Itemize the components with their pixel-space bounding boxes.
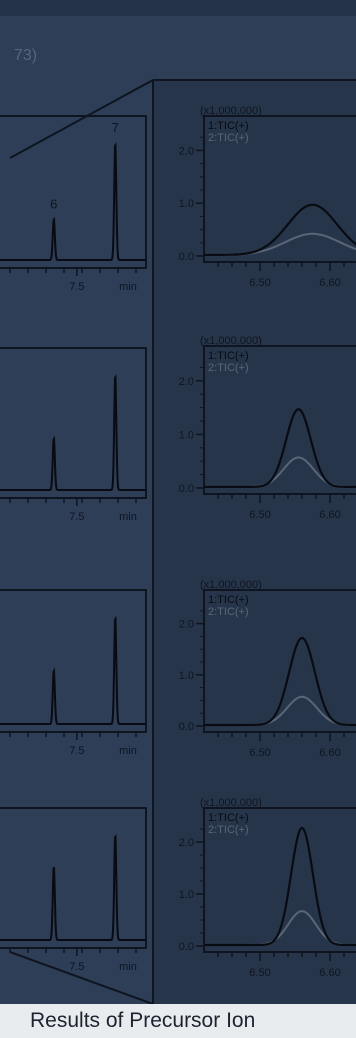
- zoom-y-tick-label: 2.0: [179, 145, 194, 157]
- overview-tick-label: 7.5: [69, 281, 84, 293]
- zoom-panel-1: 2.0 1.0 0.0 (x1,000,000) 1:TIC(+)2:TIC(+) 6.5…: [179, 105, 356, 289]
- zoom-legend-entry: 2:TIC(+): [208, 606, 249, 618]
- zoom-multiplier: (x1,000,000): [200, 797, 262, 809]
- overview-panels: 7.5 min 6 7 7.5 min 7.5 min 7.5 min: [0, 115, 147, 973]
- zoom-band: [153, 80, 356, 1004]
- overview-tick-label: 7.5: [69, 745, 84, 757]
- zoom-y-tick-label: 1.0: [179, 198, 194, 210]
- zoom-panel-4: 2.0 1.0 0.0 (x1,000,000) 1:TIC(+)2:TIC(+) 6.5…: [179, 797, 356, 979]
- header-fragment: 73): [14, 47, 37, 64]
- zoom-trace-primary: [204, 826, 356, 947]
- overview-trace: [0, 142, 146, 261]
- zoom-trace-primary: [204, 203, 356, 256]
- zoom-y-tick-label: 1.0: [179, 429, 194, 441]
- zoom-y-tick-label: 1.0: [179, 670, 194, 682]
- zoom-legend-entry: 1:TIC(+): [208, 812, 249, 824]
- zoom-x-tick-label: 6.60: [319, 277, 340, 289]
- zoom-y-tick-label: 2.0: [179, 376, 194, 388]
- overview-panel-1: 7.5 min 6 7: [0, 115, 147, 293]
- peak-label: 7: [112, 120, 119, 135]
- top-strip: [0, 0, 356, 16]
- overview-panel-4: 7.5 min: [0, 807, 147, 973]
- overview-unit-label: min: [119, 511, 137, 523]
- zoom-legend-entry: 1:TIC(+): [208, 120, 249, 132]
- zoom-x-tick-label: 6.50: [249, 747, 270, 759]
- zoom-y-tick-label: 2.0: [179, 837, 194, 849]
- zoom-y-tick-label: 2.0: [179, 619, 194, 631]
- overview-tick-label: 7.5: [69, 961, 84, 973]
- zoom-x-tick-label: 6.60: [319, 967, 340, 979]
- zoom-x-tick-label: 6.60: [319, 509, 340, 521]
- overview-trace: [0, 373, 146, 491]
- zoom-panels: 2.01.00.0(x1,000,000)1:TIC(+)2:TIC(+)6.5…: [179, 105, 356, 979]
- zoom-y-tick-label: 1.0: [179, 889, 194, 901]
- zoom-multiplier: (x1,000,000): [200, 105, 262, 117]
- zoom-legend-entry: 1:TIC(+): [208, 350, 249, 362]
- zoom-panel-3: 2.0 1.0 0.0 (x1,000,000) 1:TIC(+)2:TIC(+) 6.5…: [179, 579, 356, 759]
- figure-caption: Results of Precursor Ion: [0, 1004, 356, 1038]
- overview-frame: [0, 589, 147, 733]
- zoom-y-tick-label: 0.0: [179, 721, 194, 733]
- overview-unit-label: min: [119, 961, 137, 973]
- zoom-y-tick-label: 0.0: [179, 251, 194, 263]
- zoom-x-tick-label: 6.50: [249, 509, 270, 521]
- zoom-trace-primary: [204, 636, 356, 727]
- overview-panel-3: 7.5 min: [0, 589, 147, 757]
- zoom-legend-entry: 2:TIC(+): [208, 132, 249, 144]
- overview-frame: [0, 807, 147, 949]
- zoom-multiplier: (x1,000,000): [200, 335, 262, 347]
- overview-panel-2: 7.5 min: [0, 347, 147, 523]
- zoom-legend-entry: 1:TIC(+): [208, 594, 249, 606]
- overview-trace: [0, 834, 146, 941]
- overview-unit-label: min: [119, 745, 137, 757]
- overview-tick-label: 7.5: [69, 511, 84, 523]
- zoom-legend-entry: 2:TIC(+): [208, 824, 249, 836]
- peak-label: 6: [50, 197, 57, 212]
- zoom-multiplier: (x1,000,000): [200, 579, 262, 591]
- zoom-x-tick-label: 6.60: [319, 747, 340, 759]
- overview-trace: [0, 615, 146, 725]
- zoom-connector-top: [9, 79, 154, 159]
- zoom-y-tick-label: 0.0: [179, 941, 194, 953]
- zoom-trace-primary: [204, 408, 356, 488]
- zoom-connectors: [9, 79, 356, 1005]
- zoom-connector-bottom: [9, 951, 154, 1005]
- overview-frame: [0, 115, 147, 269]
- zoom-y-tick-label: 0.0: [179, 483, 194, 495]
- overview-frame: [0, 347, 147, 499]
- zoom-panel-2: 2.0 1.0 0.0 (x1,000,000) 1:TIC(+)2:TIC(+) 6.5…: [179, 335, 356, 521]
- zoom-legend-entry: 2:TIC(+): [208, 362, 249, 374]
- overview-unit-label: min: [119, 281, 137, 293]
- zoom-x-tick-label: 6.50: [249, 277, 270, 289]
- zoom-x-tick-label: 6.50: [249, 967, 270, 979]
